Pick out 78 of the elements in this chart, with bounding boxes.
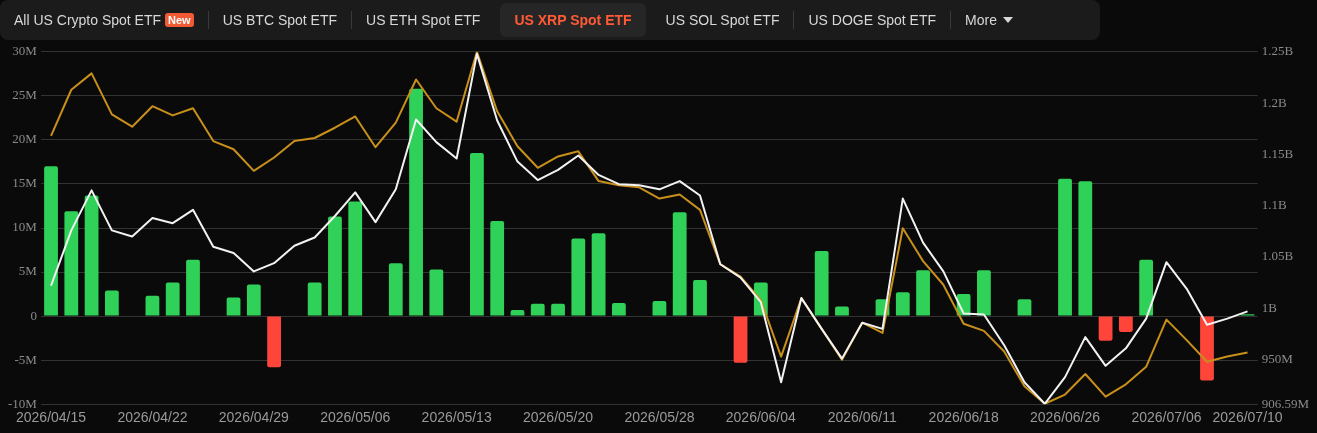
bar	[510, 309, 525, 316]
bar	[530, 303, 545, 316]
text: US ETH Spot ETF	[365, 11, 482, 30]
bar	[328, 216, 342, 316]
text: US BTC Spot ETF	[221, 11, 339, 30]
x-tick-label: 2026/05/28	[624, 409, 695, 426]
bar	[429, 269, 444, 316]
y-tick-label: -5M	[14, 351, 38, 367]
bar	[652, 301, 667, 316]
y-tick-label: 0	[30, 307, 37, 323]
x-tick-label: 2026/04/29	[218, 409, 290, 426]
bar	[470, 153, 484, 316]
x-tick-label: 2026/05/13	[421, 409, 492, 426]
x-tick-label: 2026/05/20	[522, 409, 594, 426]
text: All US Crypto Spot ETF	[14, 12, 162, 28]
bar	[895, 292, 910, 316]
x-tick-label: 2026/07/10	[1212, 409, 1283, 426]
bar	[835, 306, 849, 316]
bar	[246, 284, 261, 316]
bar	[1139, 259, 1154, 316]
bar	[733, 316, 748, 363]
x-tick-label: 2026/04/22	[117, 409, 188, 426]
x-tick-label: 2026/06/04	[725, 409, 797, 426]
y2-tick-label: 1B	[1261, 299, 1278, 315]
x-tick-label: 2026/06/26	[1029, 409, 1101, 426]
y2-tick-label: 1.1B	[1261, 197, 1287, 213]
y2-tick-label: 1.05B	[1261, 248, 1294, 264]
bar	[1200, 316, 1214, 381]
x-tick-label: 2026/07/06	[1131, 409, 1202, 426]
bar	[1078, 181, 1093, 316]
bar	[44, 166, 58, 316]
y-tick-label: 15M	[12, 175, 38, 191]
bar	[388, 263, 403, 316]
bar	[307, 282, 322, 316]
bar	[64, 211, 79, 316]
bar	[551, 303, 565, 316]
bar	[145, 295, 160, 316]
text: US SOL Spot ETF	[664, 11, 781, 30]
y-tick-label: 10M	[12, 219, 38, 235]
x-tick-label: 2026/04/15	[15, 409, 87, 426]
bar	[226, 297, 241, 316]
text: More	[965, 12, 997, 28]
y-tick-label: 25M	[12, 87, 38, 103]
y-tick-label: 20M	[12, 131, 38, 147]
text: US DOGE Spot ETF	[807, 11, 938, 30]
bar	[814, 250, 829, 316]
bar	[1118, 316, 1133, 332]
y2-tick-label: 906.59M	[1261, 395, 1310, 411]
bar	[490, 220, 505, 316]
chart-title: US XRP Spot ETF	[500, 3, 646, 37]
bar	[186, 259, 200, 316]
bar	[267, 316, 281, 368]
y-tick-label: -10M	[8, 395, 38, 411]
bar	[1017, 299, 1032, 316]
bar	[165, 282, 180, 316]
bar	[611, 302, 626, 316]
bar	[977, 270, 991, 316]
x-tick-label: 2026/06/18	[928, 409, 999, 426]
y2-tick-label: 1.25B	[1261, 43, 1294, 59]
bar	[571, 238, 586, 316]
bar	[672, 212, 687, 316]
y2-tick-label: 1.2B	[1261, 94, 1287, 110]
bar	[916, 270, 930, 316]
text: New	[165, 13, 194, 27]
y2-tick-label: 950M	[1261, 351, 1294, 367]
bar	[1058, 178, 1072, 316]
y-tick-label: 5M	[18, 263, 38, 279]
y-tick-label: 30M	[12, 43, 38, 59]
y2-tick-label: 1.15B	[1261, 145, 1294, 161]
bar	[84, 195, 99, 316]
bar	[104, 290, 119, 316]
x-tick-label: 2026/05/06	[320, 409, 391, 426]
bar	[348, 201, 363, 316]
bar	[1098, 316, 1113, 341]
bar	[409, 88, 423, 316]
bar	[591, 233, 606, 316]
bar	[693, 279, 707, 316]
x-tick-label: 2026/06/11	[827, 409, 897, 426]
